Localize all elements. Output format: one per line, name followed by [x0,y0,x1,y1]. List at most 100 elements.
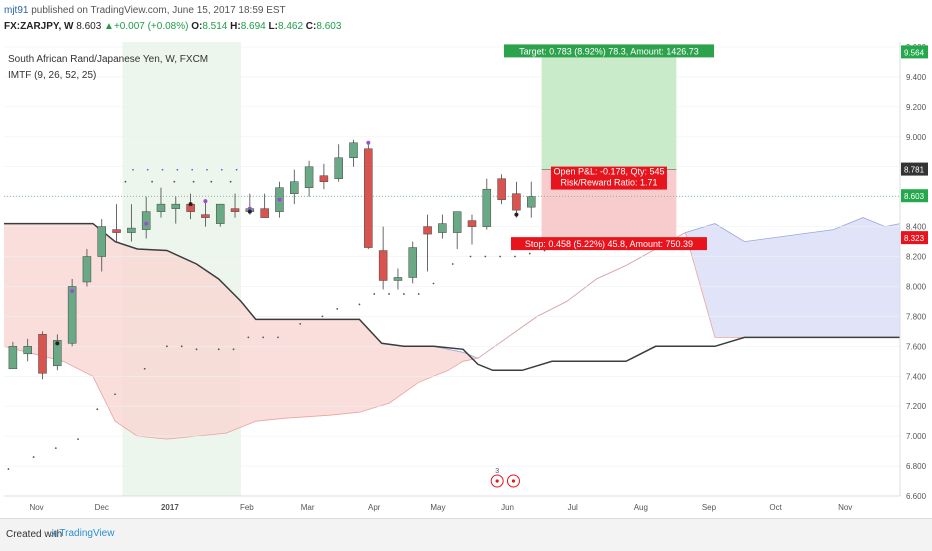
candle-body-32 [482,188,492,227]
lagging-dot-5 [114,393,116,396]
blue-dot-4 [191,168,194,171]
candle-body-5 [82,256,92,283]
lagging-dot-3 [77,438,79,441]
x-tick-label-6: May [430,503,445,512]
lagging-dot-9 [166,345,168,348]
indicator-legend[interactable]: IMTF (9, 26, 52, 25) [8,70,97,81]
blue-dot-5 [206,168,208,171]
lagging-dot-6 [124,180,127,183]
tradingview-brand: TradingView [59,528,115,539]
candle-body-28 [423,226,432,235]
candle-body-34 [512,193,521,211]
candle-body-33 [497,178,506,200]
candle-body-10 [156,203,166,212]
signal-marker-7 [247,209,252,214]
candle-body-29 [438,223,447,233]
x-tick-label-0: Nov [29,503,43,512]
stop-label: Stop: 0.458 (5.22%) 45.8, Amount: 750.39 [525,239,693,249]
lagging-dot-23 [336,308,339,310]
signal-marker-5 [55,341,60,346]
event-marker-dot-1 [511,479,516,483]
signal-marker-4 [277,197,282,202]
change-value: +0.007 (+0.08%) [113,21,189,32]
signal-marker-0 [70,288,75,293]
target-zone [541,52,677,170]
footer-bar: Created with ⩘ TradingView [0,518,932,551]
candle-body-35 [526,196,536,208]
chart-title: South African Rand/Japanese Yen, W, FXCM [8,54,209,65]
lagging-dot-30 [451,263,454,265]
x-tick-label-3: Feb [240,503,254,512]
lagging-dot-20 [277,336,279,339]
chart-canvas[interactable]: Target: 0.783 (8.92%) 78.3, Amount: 1426… [0,0,932,518]
lagging-dot-27 [402,293,405,295]
candle-body-19 [290,181,299,194]
lagging-dot-31 [469,255,472,258]
price-tag-bg-3 [901,231,928,245]
candle-body-24 [364,148,373,248]
y-tick-label-15: 6.600 [906,492,927,501]
candle-body-22 [334,157,343,179]
y-tick-label-1: 9.400 [906,73,927,82]
cloud-bullish [477,217,900,359]
candle-body-11 [171,203,181,209]
lagging-dot-1 [32,456,35,458]
lagging-dot-2 [54,447,57,450]
price-tag-bg-0 [901,45,928,59]
lagging-dot-12 [192,180,195,183]
lagging-dot-0 [7,468,10,470]
price-tag-1: 8.781 [904,166,925,175]
event-marker-count-0: 3 [495,468,499,475]
cloud-bearish [4,223,478,440]
up-arrow-icon: ▲ [104,21,114,32]
lagging-dot-26 [388,293,390,295]
created-with-text: Created with [6,529,63,540]
x-tick-label-5: Apr [368,503,381,512]
candle-body-21 [319,175,329,182]
x-tick-label-4: Mar [301,503,315,512]
low-label: L: [268,21,278,32]
lagging-dot-28 [417,293,420,295]
candle-body-9 [141,211,151,230]
signal-marker-9 [514,212,519,217]
price-tag-bg-2 [901,189,928,203]
publish-text: published on TradingView.com, June 15, 2… [31,5,286,16]
lagging-dot-13 [195,348,198,351]
pnl-bg [550,166,667,190]
lagging-dot-33 [499,255,502,258]
blue-dot-0 [132,168,134,171]
lagging-dot-11 [180,345,183,348]
candle-body-20 [304,166,314,188]
candle-body-6 [97,226,106,257]
close-ohlc-value: 8.603 [316,21,342,32]
close-label: C: [305,21,317,32]
candle-body-0 [8,346,18,370]
tradingview-logo[interactable]: ⩘ TradingView [51,528,114,539]
lagging-dot-19 [262,336,265,339]
x-tick-label-11: Oct [769,503,782,512]
y-tick-label-7: 8.200 [906,253,927,262]
cloud-lower-edge [4,232,900,440]
lagging-dot-34 [514,255,516,258]
y-tick-label-8: 8.000 [906,282,927,291]
lagging-dot-4 [96,408,99,411]
author-link[interactable]: mjt91 [4,5,29,16]
y-tick-label-3: 9.000 [906,133,927,142]
ohlc-line: FX:ZARJPY, W 8.603 ▲+0.007 (+0.08%) O:8.… [4,21,341,32]
candle-body-17 [260,208,269,218]
low-value: 8.462 [277,21,304,32]
publish-info: mjt91 published on TradingView.com, June… [4,5,286,16]
target-label-bg [503,44,715,58]
candle-body-13 [201,214,210,218]
x-tick-label-9: Aug [634,503,648,512]
x-tick-label-8: Jul [568,503,578,512]
event-marker-dot-0 [495,479,499,483]
candle-body-26 [393,277,403,281]
signal-marker-2 [203,199,208,204]
lagging-dot-21 [299,322,302,325]
y-tick-label-6: 8.400 [906,223,927,232]
rr-label: Risk/Reward Ratio: 1.71 [560,178,657,188]
symbol-label[interactable]: FX:ZARJPY, W [4,21,74,32]
lagging-dot-7 [143,367,146,370]
lagging-dot-29 [432,282,435,285]
